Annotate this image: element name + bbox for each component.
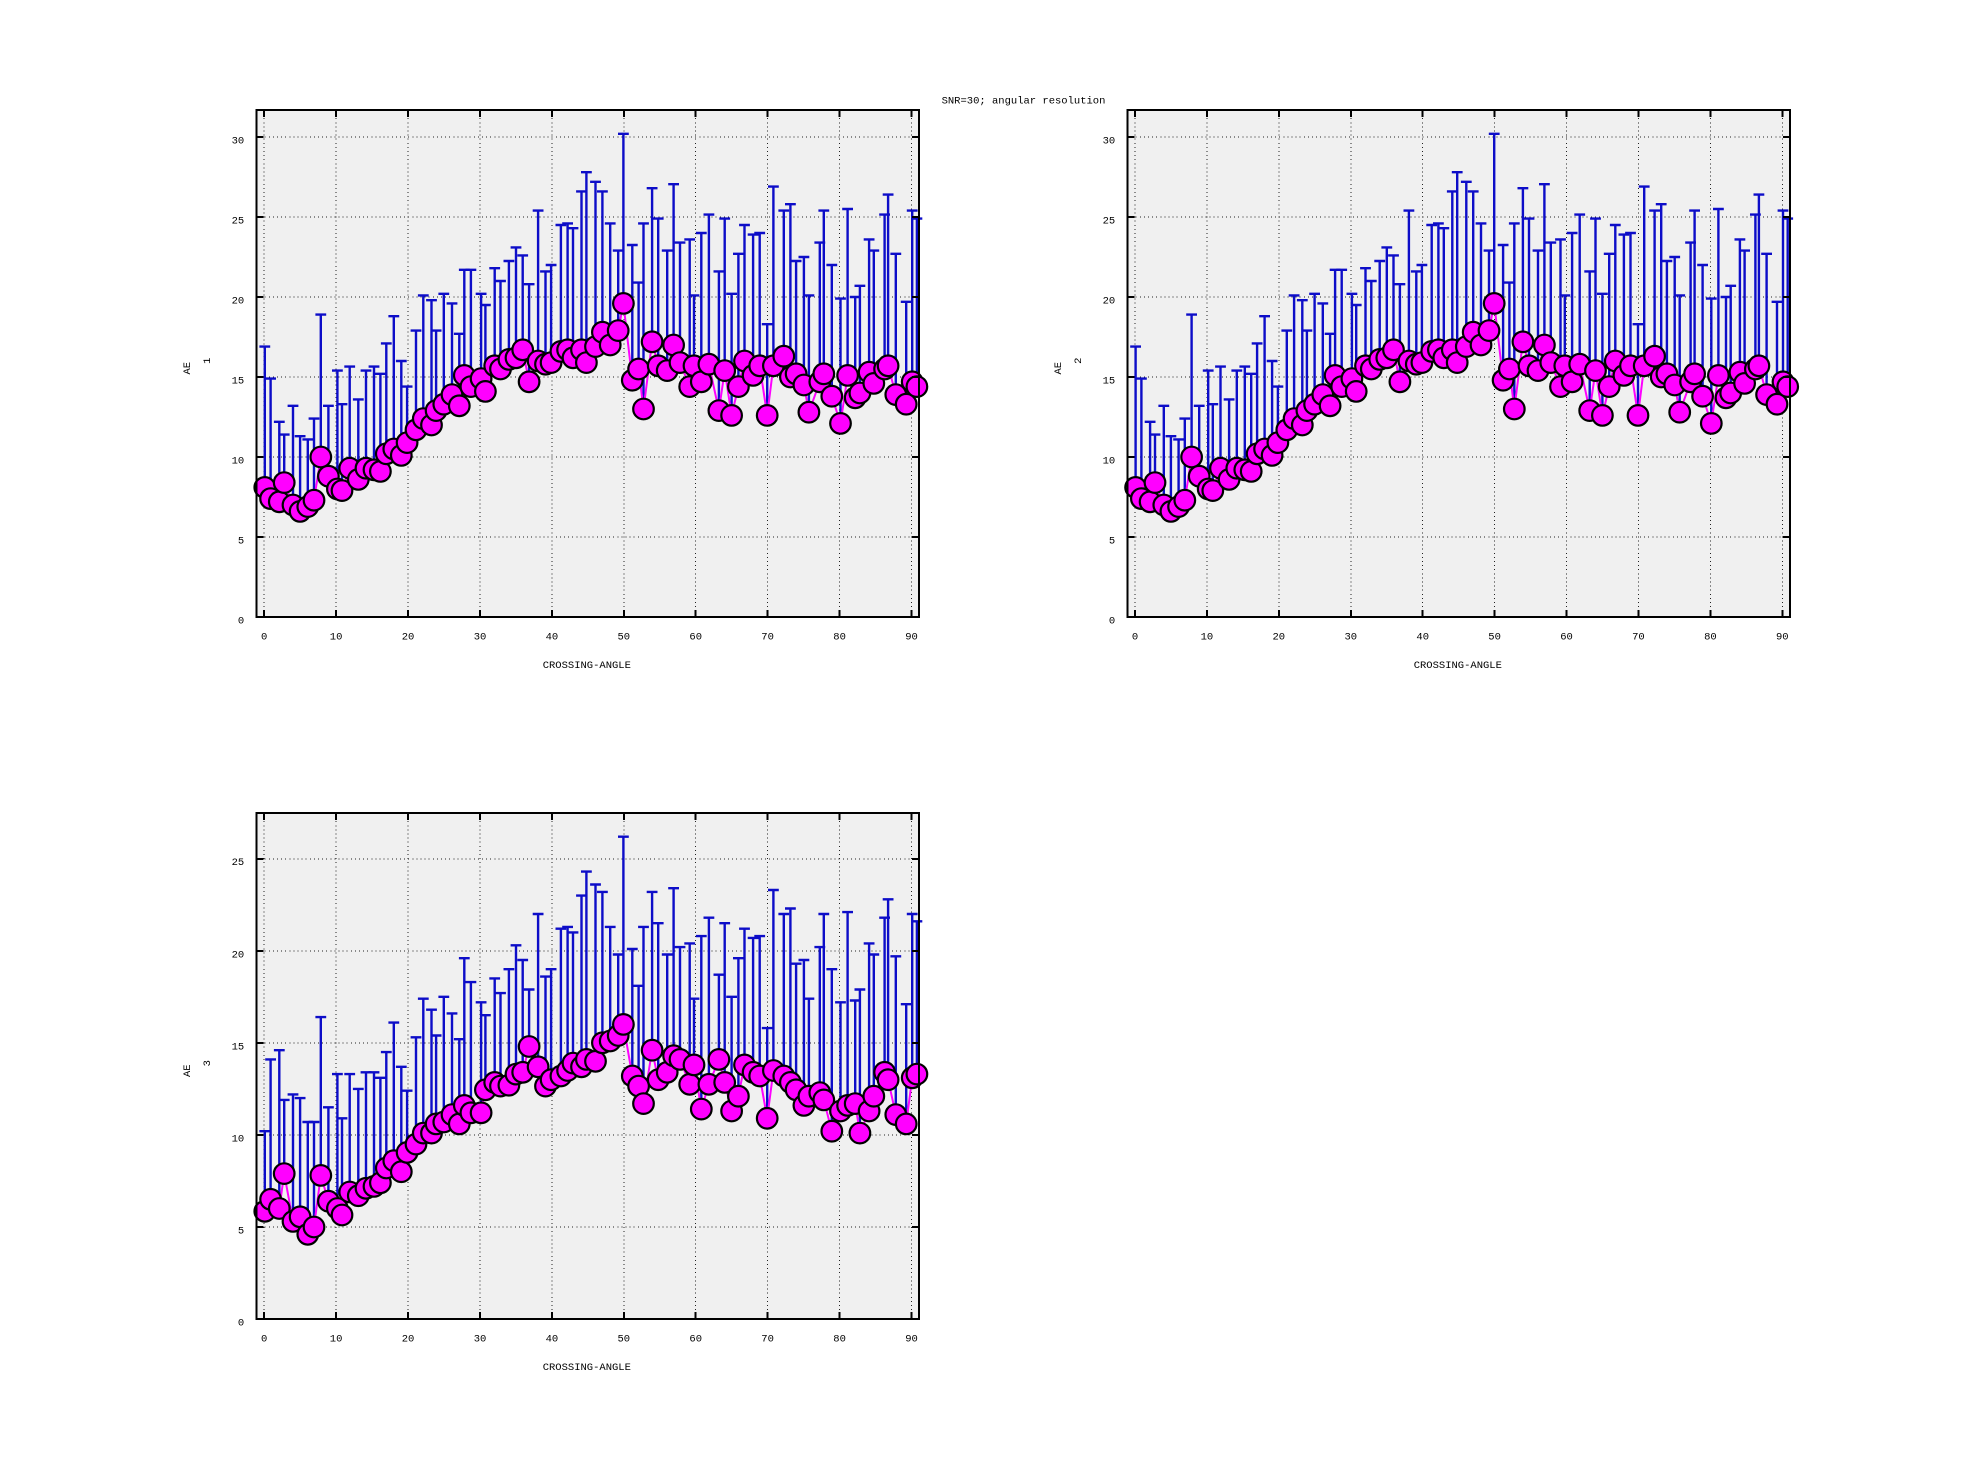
svg-text:10: 10 [330,631,343,643]
svg-text:0: 0 [261,631,267,643]
svg-text:80: 80 [833,1333,846,1345]
svg-text:5: 5 [238,536,244,548]
svg-text:AE: AE [182,1064,194,1077]
svg-text:10: 10 [1201,631,1214,643]
svg-text:2: 2 [1073,358,1085,364]
svg-text:60: 60 [689,631,702,643]
svg-text:70: 70 [1632,631,1645,643]
svg-text:30: 30 [232,136,245,148]
svg-text:50: 50 [617,631,630,643]
svg-text:90: 90 [1776,631,1789,643]
svg-text:60: 60 [689,1333,702,1345]
svg-text:50: 50 [617,1333,630,1345]
svg-text:CROSSING-ANGLE: CROSSING-ANGLE [543,660,631,672]
svg-text:5: 5 [238,1226,244,1238]
svg-text:25: 25 [232,216,245,228]
svg-text:CROSSING-ANGLE: CROSSING-ANGLE [1414,660,1502,672]
svg-text:20: 20 [402,1333,415,1345]
svg-text:60: 60 [1560,631,1573,643]
svg-text:10: 10 [1103,456,1116,468]
svg-text:30: 30 [474,1333,487,1345]
svg-text:15: 15 [1103,376,1116,388]
svg-text:1: 1 [202,358,214,364]
svg-text:90: 90 [905,1333,918,1345]
svg-text:20: 20 [232,296,245,308]
svg-text:15: 15 [232,376,245,388]
svg-text:25: 25 [232,857,245,869]
svg-text:SNR=30; angular resolution: SNR=30; angular resolution [942,96,1106,108]
svg-text:40: 40 [1416,631,1429,643]
svg-text:20: 20 [232,949,245,961]
svg-text:20: 20 [1272,631,1285,643]
svg-text:25: 25 [1103,216,1116,228]
svg-text:10: 10 [330,1333,343,1345]
svg-text:10: 10 [232,1133,245,1145]
svg-text:0: 0 [1109,616,1115,628]
svg-text:30: 30 [1344,631,1357,643]
svg-text:50: 50 [1488,631,1501,643]
svg-text:30: 30 [474,631,487,643]
svg-text:70: 70 [761,631,774,643]
svg-text:0: 0 [238,1318,244,1330]
svg-text:30: 30 [1103,136,1116,148]
svg-text:AE: AE [1053,362,1065,375]
svg-text:20: 20 [1103,296,1116,308]
svg-text:80: 80 [1704,631,1717,643]
svg-text:90: 90 [905,631,918,643]
svg-text:40: 40 [546,631,559,643]
svg-text:5: 5 [1109,536,1115,548]
svg-text:15: 15 [232,1041,245,1053]
svg-text:3: 3 [202,1060,214,1066]
svg-text:40: 40 [546,1333,559,1345]
svg-text:0: 0 [261,1333,267,1345]
svg-text:0: 0 [1132,631,1138,643]
svg-text:10: 10 [232,456,245,468]
svg-text:80: 80 [833,631,846,643]
svg-text:70: 70 [761,1333,774,1345]
svg-text:20: 20 [402,631,415,643]
svg-text:AE: AE [182,362,194,375]
svg-text:0: 0 [238,616,244,628]
svg-text:CROSSING-ANGLE: CROSSING-ANGLE [543,1362,631,1374]
